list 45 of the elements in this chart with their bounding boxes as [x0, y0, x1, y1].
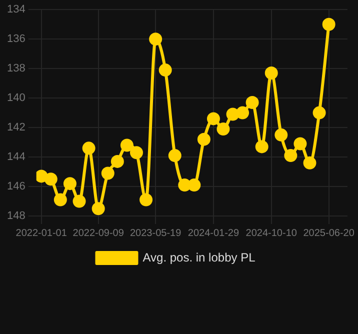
- point: [110, 154, 124, 168]
- point: [206, 112, 220, 126]
- point: [284, 149, 298, 162]
- point: [130, 146, 143, 160]
- y-tick-label: 146: [6, 180, 26, 193]
- point: [92, 202, 105, 216]
- point: [312, 106, 326, 120]
- point: [158, 64, 172, 77]
- point: [140, 193, 153, 206]
- point: [188, 178, 201, 192]
- y-tick-label: 134: [6, 4, 26, 16]
- y-tick-label: 144: [6, 151, 26, 164]
- point: [226, 108, 240, 121]
- point: [236, 106, 250, 120]
- point: [36, 170, 48, 183]
- point: [54, 193, 67, 206]
- y-tick-label: 138: [6, 62, 26, 75]
- point: [322, 18, 336, 31]
- x-tick-label: 2023-05-19: [130, 228, 182, 239]
- x-tick-label: 2024-10-10: [246, 228, 298, 239]
- point: [120, 138, 134, 152]
- point: [294, 137, 307, 150]
- x-tick-label: 2022-09-09: [72, 228, 124, 239]
- point: [82, 142, 96, 155]
- point: [101, 166, 114, 180]
- y-tick-label: 140: [6, 92, 26, 104]
- point: [303, 156, 316, 170]
- legend-label: Avg. pos. in lobby PL: [142, 250, 256, 264]
- point: [149, 32, 162, 46]
- point: [63, 177, 76, 190]
- point: [72, 194, 86, 208]
- point: [255, 140, 268, 154]
- point: [216, 122, 230, 136]
- y-tick-label: 142: [6, 122, 26, 134]
- x-tick-label: 2024-01-29: [188, 228, 240, 239]
- point: [197, 132, 210, 146]
- point: [264, 66, 278, 80]
- point: [168, 149, 182, 162]
- y-tick-label: 136: [6, 33, 26, 46]
- x-tick-label: 2025-06-20: [303, 228, 355, 239]
- x-tick-label: 2022-01-01: [16, 228, 68, 239]
- point: [246, 96, 259, 109]
- point: [44, 172, 58, 186]
- point: [274, 128, 288, 142]
- y-tick-label: 148: [6, 210, 26, 222]
